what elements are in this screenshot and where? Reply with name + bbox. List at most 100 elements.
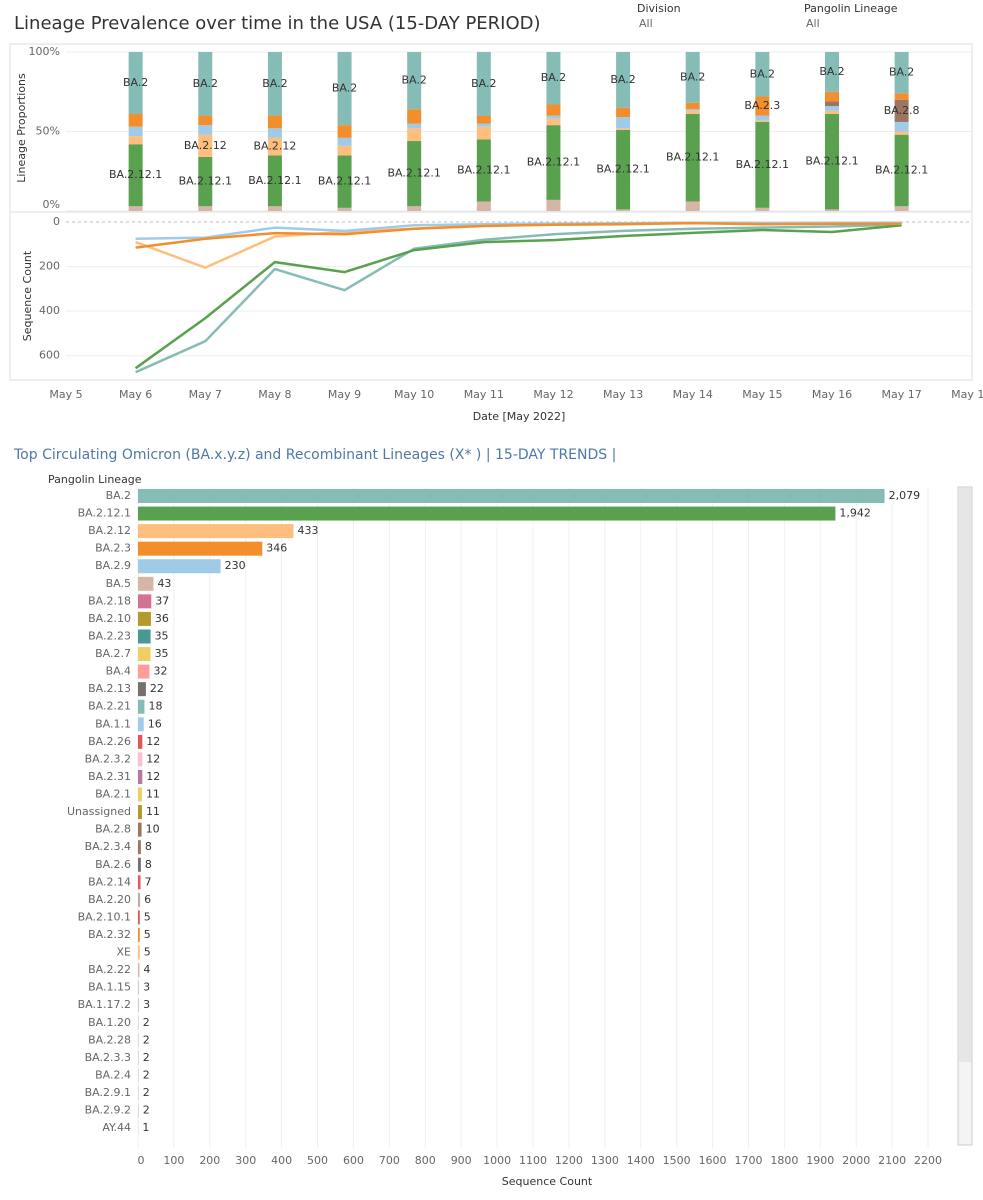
bar-segment xyxy=(198,206,213,211)
value-label: 11 xyxy=(146,805,160,818)
value-label: 43 xyxy=(157,577,171,590)
filter-value[interactable]: All xyxy=(806,17,820,30)
y-tick-label: BA.2.3 xyxy=(95,542,131,555)
y-tick-label: BA.2.3.4 xyxy=(85,840,131,853)
bar-segment xyxy=(825,106,839,111)
line-series xyxy=(134,224,902,370)
bar xyxy=(138,857,141,872)
value-label: 12 xyxy=(146,735,160,748)
bar xyxy=(138,1015,139,1030)
bar-segment xyxy=(407,128,422,142)
y-tick-label: Unassigned xyxy=(67,805,131,818)
bar-segment xyxy=(894,134,909,207)
x-tick-label: 1600 xyxy=(699,1154,727,1167)
x-tick-label: 1500 xyxy=(663,1154,691,1167)
x-tick-label: May 5 xyxy=(49,388,82,401)
bar-segment xyxy=(128,206,143,211)
y-tick-label: BA.2.18 xyxy=(88,594,131,607)
value-label: 5 xyxy=(144,910,151,923)
segment-label: BA.2 xyxy=(889,66,914,79)
value-label: 12 xyxy=(146,770,160,783)
x-tick-label: May 16 xyxy=(812,388,852,401)
bar-segment xyxy=(267,206,282,211)
chart-title: Lineage Prevalence over time in the USA … xyxy=(14,13,541,34)
x-tick-label: 2000 xyxy=(842,1154,870,1167)
segment-label: BA.2 xyxy=(541,71,566,84)
value-label: 3 xyxy=(143,998,150,1011)
bar-segment xyxy=(128,52,143,115)
bar-segment xyxy=(128,114,143,127)
bar-segment xyxy=(407,52,422,110)
x-tick-label: 100 xyxy=(163,1154,184,1167)
x-tick-label: 800 xyxy=(415,1154,436,1167)
bar-segment xyxy=(546,199,561,211)
bar xyxy=(138,945,140,960)
line-series xyxy=(135,221,902,249)
x-tick-label: May 15 xyxy=(742,388,782,401)
bar xyxy=(138,928,140,942)
bar-segment xyxy=(894,93,909,100)
segment-label: BA.2.12.1 xyxy=(527,156,580,169)
x-tick-label: 2200 xyxy=(914,1154,942,1167)
bar xyxy=(138,594,152,609)
segment-label: BA.2.12.1 xyxy=(387,167,440,180)
x-tick-label: May 10 xyxy=(394,388,434,401)
bar xyxy=(138,717,144,732)
bar-segment xyxy=(685,109,700,111)
y-tick-label: BA.2.31 xyxy=(88,770,131,783)
category-header: Pangolin Lineage xyxy=(48,473,142,486)
bar-segment xyxy=(128,144,143,207)
bar-segment xyxy=(407,141,422,207)
bar-segment xyxy=(825,101,839,107)
scroll-thumb[interactable] xyxy=(959,488,971,1062)
segment-label: BA.2 xyxy=(610,73,635,86)
bar-segment xyxy=(616,209,631,211)
bar-segment xyxy=(546,118,561,126)
y-tick-label: 0% xyxy=(43,198,60,211)
bar-segment xyxy=(407,109,422,124)
bar xyxy=(138,1033,139,1048)
value-label: 2 xyxy=(143,1068,150,1081)
x-tick-label: 300 xyxy=(235,1154,256,1167)
bar-segment xyxy=(546,104,561,116)
y-axis-label: Sequence Count xyxy=(21,250,34,341)
x-axis-label: Date [May 2022] xyxy=(473,410,566,423)
bar xyxy=(138,664,150,679)
y-axis-label: Lineage Proportions xyxy=(15,73,28,183)
segment-label: BA.2.12.1 xyxy=(805,155,858,168)
bar xyxy=(138,1050,139,1065)
filter-value[interactable]: All xyxy=(639,17,653,30)
value-label: 22 xyxy=(150,682,164,695)
bar xyxy=(138,875,141,890)
x-tick-label: 600 xyxy=(343,1154,364,1167)
y-tick-label: BA.2.28 xyxy=(88,1033,131,1046)
bar-segment xyxy=(825,91,839,102)
segment-label: BA.2.12.1 xyxy=(875,163,928,176)
segment-label: BA.2.12 xyxy=(184,139,227,152)
bar-segment xyxy=(476,139,491,202)
bar-segment xyxy=(825,114,839,210)
y-tick-label: BA.2.32 xyxy=(88,928,131,941)
value-label: 2 xyxy=(143,1051,150,1064)
bar-segment xyxy=(685,102,700,110)
bar xyxy=(138,822,142,837)
x-tick-label: 400 xyxy=(271,1154,292,1167)
value-label: 2,079 xyxy=(889,489,921,502)
value-label: 5 xyxy=(144,928,151,941)
x-tick-label: 200 xyxy=(199,1154,220,1167)
y-tick-label: 50% xyxy=(36,125,60,138)
segment-label: BA.2 xyxy=(471,77,496,90)
bar-segment xyxy=(476,126,491,140)
bar-segment xyxy=(825,110,839,115)
value-label: 8 xyxy=(145,840,152,853)
y-tick-label: BA.2.20 xyxy=(88,893,131,906)
segment-label: BA.2.3 xyxy=(744,99,780,112)
value-label: 37 xyxy=(155,594,169,607)
y-tick-label: BA.2.26 xyxy=(88,735,131,748)
segment-label: BA.2.12.1 xyxy=(457,163,510,176)
y-tick-label: XE xyxy=(117,946,132,959)
bar-segment xyxy=(894,52,909,94)
segment-label: BA.2.12.1 xyxy=(318,175,371,188)
panel xyxy=(9,211,973,381)
bar xyxy=(138,980,140,995)
